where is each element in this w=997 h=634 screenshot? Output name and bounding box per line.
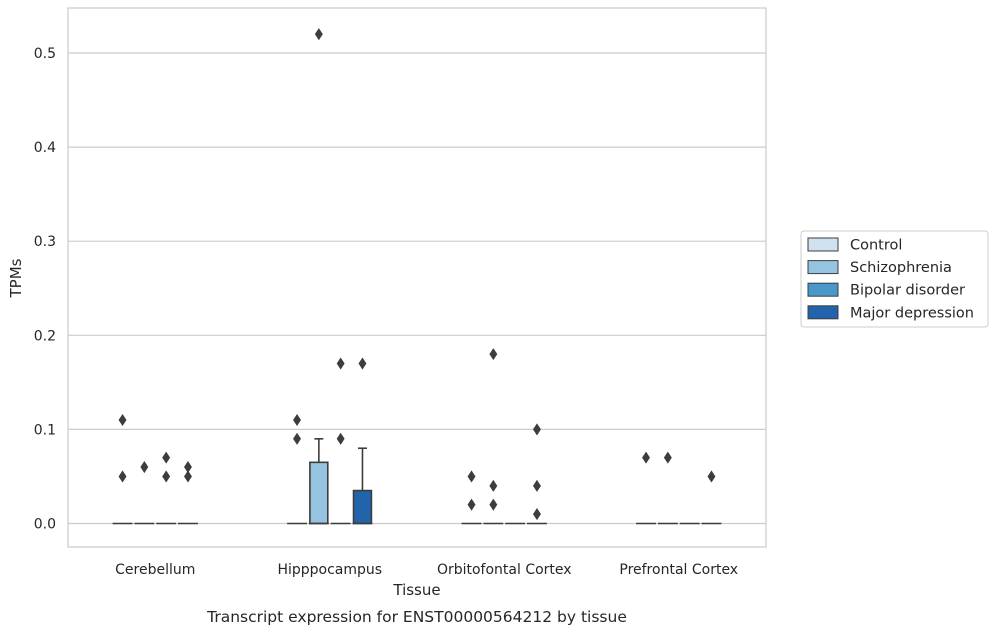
outlier-point	[140, 460, 149, 474]
box-major-depression	[701, 470, 722, 525]
legend-swatch	[807, 282, 839, 297]
outlier-point	[162, 451, 171, 464]
grid-lines	[68, 52, 766, 525]
box-control	[461, 470, 482, 525]
y-tick-label: 0.2	[34, 328, 56, 344]
box-schizophrenia	[134, 460, 155, 525]
x-tick-label: Cerebellum	[115, 562, 195, 578]
y-axis-label: TPMs	[7, 258, 25, 298]
box-bipolar-disorder	[330, 357, 351, 525]
legend-label: Bipolar disorder	[850, 283, 965, 299]
box-schizophrenia	[657, 451, 678, 525]
x-tick-label: Orbitofontal Cortex	[437, 562, 572, 578]
y-tick-label: 0.3	[34, 234, 56, 250]
box-control	[636, 451, 656, 525]
chart-caption: Transcript expression for ENST0000056421…	[206, 608, 627, 626]
legend-label: Control	[850, 238, 902, 254]
y-tick-label: 0.5	[34, 46, 56, 62]
legend-frame	[800, 230, 989, 328]
legend-swatch	[807, 237, 839, 252]
outlier-point	[184, 470, 192, 483]
outlier-point	[533, 479, 541, 492]
outlier-point	[118, 413, 127, 427]
box-major-depression	[178, 460, 198, 525]
y-tick-label: 0.1	[34, 422, 56, 438]
outlier-point	[336, 432, 345, 445]
legend: Control Schizophrenia Bipolar disorder Majo…	[800, 230, 989, 328]
legend-label: Schizophrenia	[850, 260, 952, 276]
outlier-point	[336, 357, 345, 370]
plot-frame	[67, 7, 767, 548]
x-axis-label: Tissue	[392, 581, 440, 599]
x-tick-labels: Cerebellum Hipppocampus Orbitofontal Corte…	[115, 562, 738, 578]
legend-swatch	[807, 305, 839, 320]
box-control	[287, 413, 307, 525]
outlier-point	[184, 460, 192, 474]
outlier-point	[663, 451, 672, 464]
outlier-point	[358, 357, 367, 370]
box-schizophrenia	[308, 28, 329, 525]
box-control	[112, 413, 133, 525]
outlier-point	[118, 470, 127, 483]
box-bipolar-disorder	[156, 451, 177, 525]
outlier-point	[467, 470, 476, 483]
box-major-depression	[352, 357, 373, 525]
y-tick-label: 0.0	[34, 517, 56, 533]
outlier-point	[533, 508, 541, 521]
box-plot-marks	[112, 28, 722, 525]
box-schizophrenia	[483, 348, 504, 525]
x-tick-label: Hipppocampus	[277, 562, 382, 578]
outlier-point	[314, 28, 323, 41]
outlier-point	[489, 498, 498, 511]
legend-label: Major depression	[850, 305, 974, 321]
outlier-point	[707, 470, 716, 483]
x-tick-label: Prefrontal Cortex	[619, 562, 738, 578]
outlier-point	[533, 423, 541, 436]
outlier-point	[489, 479, 498, 492]
legend-swatch	[807, 260, 839, 275]
box-iqr	[352, 489, 373, 525]
outlier-point	[293, 432, 301, 445]
outlier-point	[293, 413, 301, 427]
box-iqr	[309, 461, 329, 525]
outlier-point	[162, 470, 171, 483]
y-tick-labels: 0.0 0.1 0.2 0.3 0.4 0.5	[34, 46, 56, 533]
outlier-point	[642, 451, 650, 464]
outlier-point	[467, 498, 476, 511]
outlier-point	[489, 348, 498, 361]
box-major-depression	[527, 423, 547, 525]
y-tick-label: 0.4	[34, 140, 56, 156]
